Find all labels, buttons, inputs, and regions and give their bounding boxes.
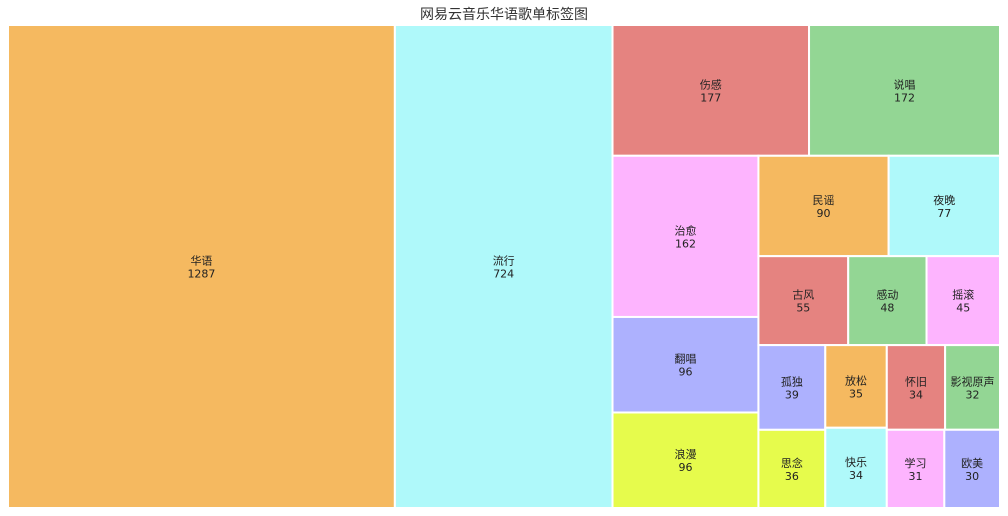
tile-label: 感动 xyxy=(876,289,898,302)
treemap-tile-rect xyxy=(611,315,760,414)
treemap-tile-rect xyxy=(757,428,827,510)
tile-label: 放松 xyxy=(845,373,867,387)
treemap-tile-rect xyxy=(944,344,1001,431)
tile-value: 36 xyxy=(785,470,799,483)
tile-label: 孤独 xyxy=(781,375,803,388)
tile-value: 96 xyxy=(678,366,692,379)
treemap-tile-rect xyxy=(943,428,1001,510)
treemap-tile-rect xyxy=(925,255,1001,347)
treemap-tile-rect xyxy=(757,255,850,347)
treemap-tile-rect xyxy=(611,24,811,157)
tile-value: 34 xyxy=(849,469,863,482)
tile-value: 30 xyxy=(965,470,979,483)
treemap-tile-rect xyxy=(7,24,396,509)
tile-label: 治愈 xyxy=(674,223,696,237)
tile-label: 翻唱 xyxy=(674,352,696,366)
tile-value: 45 xyxy=(956,302,970,315)
treemap-tile-rect xyxy=(808,24,1001,157)
tile-label: 摇滚 xyxy=(952,288,974,302)
tile-label: 影视原声 xyxy=(951,374,995,388)
tile-label: 古风 xyxy=(792,289,814,302)
tile-value: 177 xyxy=(700,91,721,104)
tile-value: 162 xyxy=(675,237,696,250)
tile-value: 34 xyxy=(909,388,923,401)
tile-label: 学习 xyxy=(905,456,927,470)
tile-label: 伤感 xyxy=(700,78,722,91)
tile-value: 32 xyxy=(966,388,980,401)
tile-label: 民谣 xyxy=(813,194,835,207)
tile-label: 欧美 xyxy=(961,457,983,470)
tile-value: 77 xyxy=(937,207,951,220)
tile-label: 快乐 xyxy=(845,456,867,469)
tile-label: 浪漫 xyxy=(674,447,696,461)
tile-value: 48 xyxy=(880,302,894,315)
tile-value: 39 xyxy=(785,388,799,401)
tile-value: 90 xyxy=(817,207,831,220)
treemap-tiles: 华语1287流行724伤感177说唱172治愈162翻唱96浪漫96民谣90夜晚… xyxy=(7,24,1002,510)
tile-value: 1287 xyxy=(187,268,215,281)
tile-label: 华语 xyxy=(190,254,212,268)
tile-label: 流行 xyxy=(493,254,515,268)
tile-value: 55 xyxy=(796,302,810,315)
tile-label: 怀旧 xyxy=(905,375,927,388)
tile-label: 夜晚 xyxy=(933,193,955,207)
treemap-tile-rect xyxy=(885,344,947,431)
tile-value: 172 xyxy=(894,91,915,104)
tile-value: 31 xyxy=(909,470,923,483)
chart-title: 网易云音乐华语歌单标签图 xyxy=(420,6,588,23)
treemap-tile-rect xyxy=(611,411,760,509)
treemap-tile-rect xyxy=(611,154,760,318)
tile-label: 思念 xyxy=(781,456,803,470)
tile-label: 说唱 xyxy=(894,77,916,91)
treemap-tile-rect xyxy=(885,428,946,510)
treemap-tile-rect xyxy=(393,24,614,509)
tile-value: 724 xyxy=(493,268,514,281)
treemap-tile-rect xyxy=(824,426,888,509)
tile-value: 35 xyxy=(849,387,863,400)
tile-value: 96 xyxy=(678,461,692,474)
treemap-tile-rect xyxy=(757,154,890,258)
